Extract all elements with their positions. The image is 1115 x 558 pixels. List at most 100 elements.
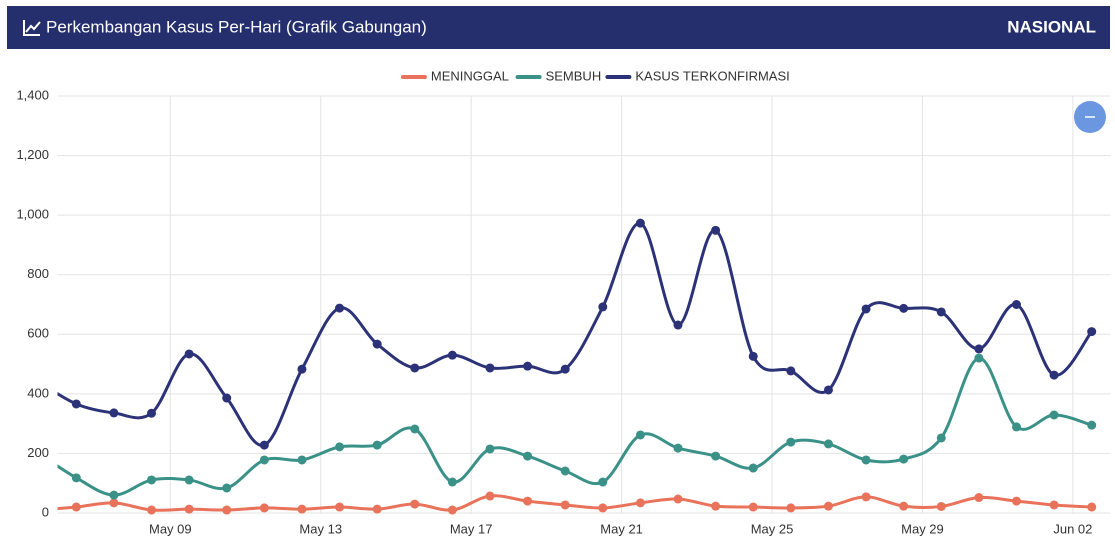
data-point [598, 477, 608, 487]
data-point [372, 504, 382, 514]
data-point [297, 504, 307, 514]
y-tick-label: 800 [27, 266, 49, 281]
data-point [372, 440, 382, 450]
data-point [974, 353, 984, 363]
data-point [1049, 410, 1059, 420]
data-point [297, 364, 307, 374]
data-point [560, 500, 570, 510]
series-line [57, 356, 1093, 497]
data-point [447, 505, 457, 515]
data-point [1049, 500, 1059, 510]
data-point [523, 496, 533, 506]
data-point [823, 501, 833, 511]
data-point [823, 385, 833, 395]
x-tick-label: May 21 [600, 521, 643, 536]
data-point [974, 493, 984, 503]
data-point [335, 502, 345, 512]
data-point [560, 364, 570, 374]
legend-label: KASUS TERKONFIRMASI [635, 68, 789, 83]
plot-area [57, 218, 1097, 515]
data-point [259, 455, 269, 465]
data-point [222, 505, 232, 515]
data-point [899, 454, 909, 464]
data-point [410, 499, 420, 509]
data-point [410, 424, 420, 434]
data-point [861, 304, 871, 314]
data-point [936, 307, 946, 317]
data-point [1087, 502, 1097, 512]
data-point [673, 494, 683, 504]
data-point [485, 444, 495, 454]
y-tick-label: 200 [27, 445, 49, 460]
data-point [635, 430, 645, 440]
data-point [372, 339, 382, 349]
data-point [861, 455, 871, 465]
data-point [936, 501, 946, 511]
data-point [1011, 422, 1021, 432]
y-tick-label: 0 [42, 504, 49, 519]
data-point [974, 344, 984, 354]
data-point [485, 491, 495, 501]
data-point [259, 503, 269, 513]
data-point [147, 505, 157, 515]
data-point [71, 502, 81, 512]
data-point [899, 501, 909, 511]
data-point [147, 408, 157, 418]
data-point [899, 303, 909, 313]
x-tick-label: May 17 [450, 521, 493, 536]
legend-label: MENINGGAL [431, 68, 509, 83]
data-point [786, 366, 796, 376]
data-point [748, 463, 758, 473]
data-point [673, 443, 683, 453]
data-point [673, 320, 683, 330]
data-point [335, 303, 345, 313]
region-label[interactable]: NASIONAL [1007, 17, 1096, 36]
y-tick-label: 1,200 [16, 147, 49, 162]
data-point [147, 475, 157, 485]
header-bar [7, 6, 1110, 49]
zoom-button[interactable] [1074, 101, 1106, 133]
y-tick-label: 1,000 [16, 207, 49, 222]
data-point [861, 492, 871, 502]
data-point [1087, 327, 1097, 337]
data-point [259, 440, 269, 450]
data-point [109, 408, 119, 418]
data-point [109, 498, 119, 508]
data-point [523, 451, 533, 461]
data-point [711, 451, 721, 461]
x-tick-label: May 13 [299, 521, 342, 536]
data-point [936, 433, 946, 443]
data-point [635, 498, 645, 508]
x-tick-label: May 09 [149, 521, 192, 536]
data-point [711, 225, 721, 235]
y-tick-label: 1,400 [16, 87, 49, 102]
data-point [222, 483, 232, 493]
data-point [598, 503, 608, 513]
data-point [1011, 300, 1021, 309]
data-point [184, 349, 194, 359]
data-point [447, 477, 457, 487]
data-point [335, 442, 345, 452]
data-point [71, 399, 81, 409]
data-point [523, 361, 533, 371]
y-tick-label: 400 [27, 385, 49, 400]
data-point [1087, 420, 1097, 430]
chart-icon [23, 20, 41, 36]
data-point [222, 393, 232, 403]
data-point [598, 302, 608, 312]
data-point [184, 475, 194, 485]
data-point [786, 503, 796, 513]
legend-label: SEMBUH [546, 68, 602, 83]
data-point [109, 490, 119, 500]
data-point [297, 455, 307, 465]
data-point [184, 504, 194, 514]
data-point [786, 437, 796, 447]
data-point [410, 363, 420, 373]
x-tick-label: May 29 [901, 521, 944, 536]
data-point [748, 351, 758, 361]
data-point [485, 363, 495, 373]
chart-title: Perkembangan Kasus Per-Hari (Grafik Gabu… [46, 17, 427, 36]
data-point [1049, 370, 1059, 380]
x-tick-label: Jun 02 [1053, 521, 1092, 536]
data-point [711, 501, 721, 511]
